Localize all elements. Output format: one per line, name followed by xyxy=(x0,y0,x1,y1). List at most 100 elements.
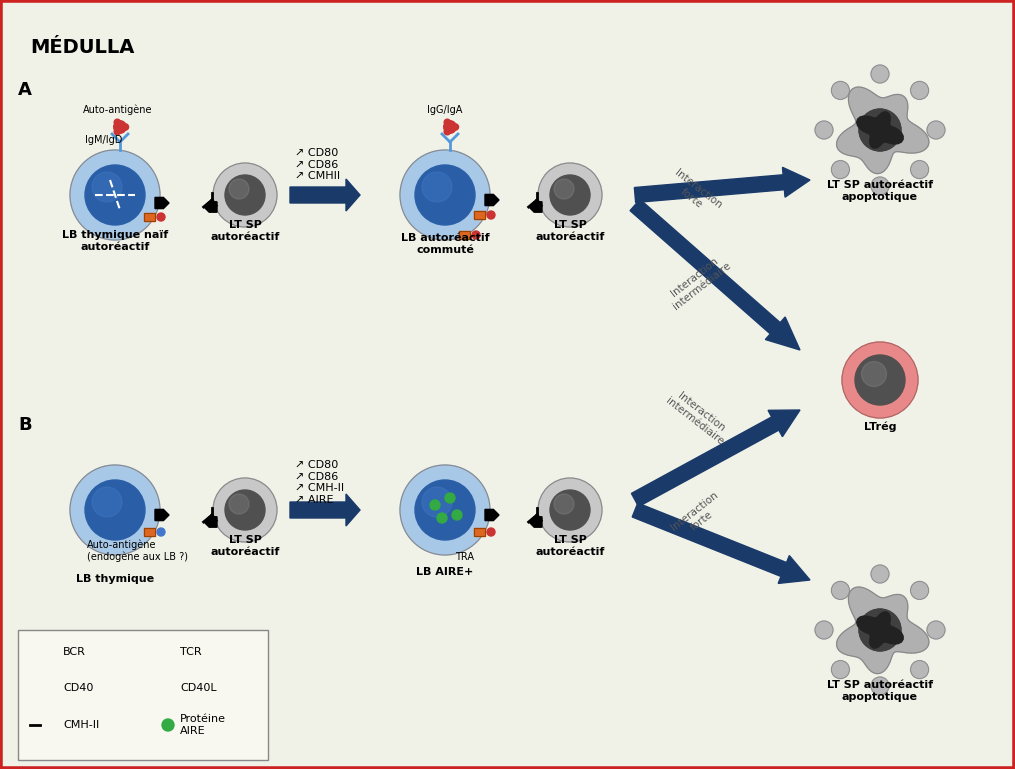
Polygon shape xyxy=(204,201,217,212)
Text: LB autoréactif
commuté: LB autoréactif commuté xyxy=(401,234,489,255)
Circle shape xyxy=(422,487,452,517)
Circle shape xyxy=(157,213,165,221)
Text: CD40L: CD40L xyxy=(180,683,216,693)
Circle shape xyxy=(859,609,901,651)
Text: CMH-II: CMH-II xyxy=(63,720,99,730)
Circle shape xyxy=(415,480,475,540)
Circle shape xyxy=(487,211,495,219)
Circle shape xyxy=(92,487,122,517)
Circle shape xyxy=(855,355,905,405)
Bar xyxy=(460,231,471,239)
Circle shape xyxy=(400,465,490,555)
Circle shape xyxy=(157,528,165,536)
Text: LTrég: LTrég xyxy=(864,421,896,432)
Polygon shape xyxy=(836,587,929,674)
Circle shape xyxy=(452,510,462,520)
Text: Auto-antigène
(endogène aux LB ?): Auto-antigène (endogène aux LB ?) xyxy=(87,539,188,562)
Circle shape xyxy=(437,513,447,523)
Polygon shape xyxy=(158,683,171,693)
Circle shape xyxy=(400,150,490,240)
Circle shape xyxy=(927,121,945,139)
Circle shape xyxy=(538,478,602,542)
Circle shape xyxy=(229,179,249,199)
Bar xyxy=(144,212,155,221)
Circle shape xyxy=(122,124,129,130)
Circle shape xyxy=(445,493,455,503)
Polygon shape xyxy=(529,517,542,528)
Text: Auto-antigène: Auto-antigène xyxy=(83,105,152,115)
Bar xyxy=(474,528,485,537)
Circle shape xyxy=(444,121,457,133)
Circle shape xyxy=(70,465,160,555)
Polygon shape xyxy=(204,517,217,528)
Circle shape xyxy=(910,161,929,178)
Text: Interaction
forte: Interaction forte xyxy=(669,490,727,542)
Circle shape xyxy=(538,163,602,227)
Bar xyxy=(144,528,155,537)
Polygon shape xyxy=(529,201,542,212)
Text: IgG/IgA: IgG/IgA xyxy=(427,105,463,115)
Text: LT SP
autoréactif: LT SP autoréactif xyxy=(535,221,605,242)
Circle shape xyxy=(422,172,452,202)
Text: B: B xyxy=(18,416,31,434)
Bar xyxy=(474,528,485,537)
Circle shape xyxy=(415,165,475,225)
FancyArrow shape xyxy=(632,503,810,584)
Text: LT SP
autoréactif: LT SP autoréactif xyxy=(535,535,605,557)
Circle shape xyxy=(871,677,889,695)
Circle shape xyxy=(114,121,126,133)
Circle shape xyxy=(445,119,451,125)
Circle shape xyxy=(92,172,122,202)
Text: ↗ CD80
↗ CD86
↗ CMH-II
↗ AIRE: ↗ CD80 ↗ CD86 ↗ CMH-II ↗ AIRE xyxy=(295,460,344,504)
Circle shape xyxy=(859,109,901,151)
Circle shape xyxy=(229,494,249,514)
Circle shape xyxy=(831,581,850,599)
Circle shape xyxy=(70,150,160,240)
FancyArrow shape xyxy=(290,179,360,211)
Text: BCR: BCR xyxy=(63,647,86,657)
Bar xyxy=(35,721,46,730)
Text: Interaction
intermédiaire: Interaction intermédiaire xyxy=(664,387,733,447)
FancyArrow shape xyxy=(290,494,360,526)
Polygon shape xyxy=(836,87,929,174)
Text: TRA: TRA xyxy=(456,552,474,562)
Text: MÉDULLA: MÉDULLA xyxy=(30,38,134,57)
Circle shape xyxy=(871,65,889,83)
Circle shape xyxy=(871,565,889,583)
Circle shape xyxy=(487,528,495,536)
Circle shape xyxy=(831,82,850,99)
Circle shape xyxy=(114,128,121,135)
Bar xyxy=(474,211,485,219)
Bar xyxy=(35,721,46,730)
Text: TCR: TCR xyxy=(180,647,202,657)
Circle shape xyxy=(842,342,918,418)
Circle shape xyxy=(910,581,929,599)
Text: Protéine
AIRE: Protéine AIRE xyxy=(180,714,226,736)
Polygon shape xyxy=(485,195,499,205)
Circle shape xyxy=(453,124,459,130)
Circle shape xyxy=(859,609,901,651)
Circle shape xyxy=(815,121,833,139)
Text: Interaction
intermédiaire: Interaction intermédiaire xyxy=(664,251,733,312)
Polygon shape xyxy=(36,683,49,693)
Circle shape xyxy=(225,175,265,215)
Bar xyxy=(144,212,155,221)
Circle shape xyxy=(550,490,590,530)
Text: CD40: CD40 xyxy=(63,683,93,693)
Circle shape xyxy=(162,719,174,731)
Circle shape xyxy=(213,478,277,542)
Circle shape xyxy=(550,175,590,215)
Circle shape xyxy=(554,179,574,199)
Bar xyxy=(460,231,471,239)
Circle shape xyxy=(85,480,145,540)
Circle shape xyxy=(859,109,901,151)
Circle shape xyxy=(213,163,277,227)
Circle shape xyxy=(430,500,439,510)
Circle shape xyxy=(815,621,833,639)
Circle shape xyxy=(114,119,121,125)
Polygon shape xyxy=(857,112,903,148)
Circle shape xyxy=(445,128,451,135)
Circle shape xyxy=(910,661,929,678)
Text: Interaction
forte: Interaction forte xyxy=(666,168,724,220)
Text: A: A xyxy=(18,81,31,99)
